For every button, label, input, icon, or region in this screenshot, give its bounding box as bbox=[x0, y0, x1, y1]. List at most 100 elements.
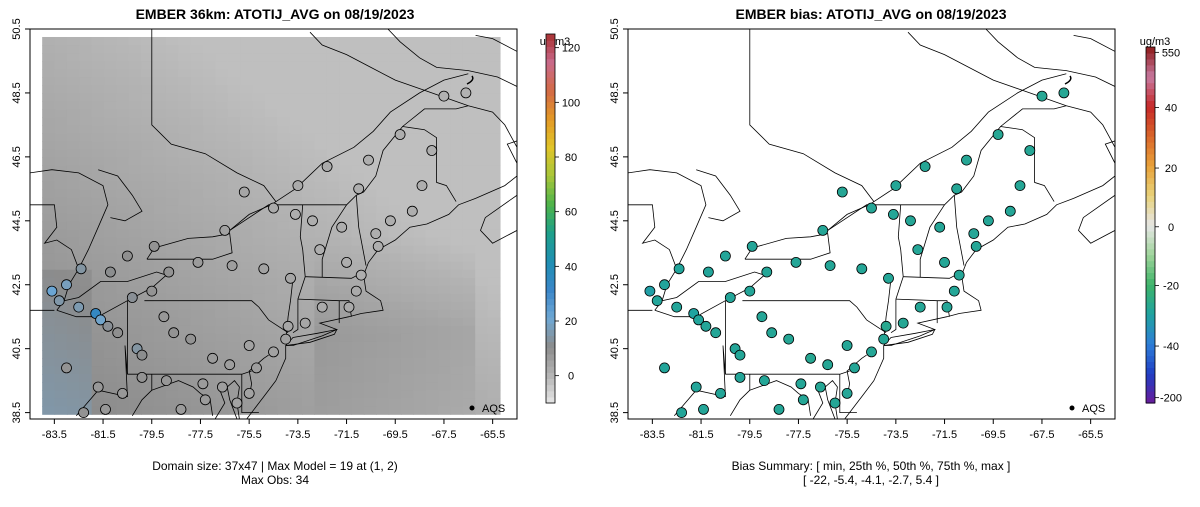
grid-cell bbox=[66, 293, 80, 303]
grid-cell bbox=[400, 229, 414, 239]
grid-cell bbox=[438, 333, 452, 343]
grid-cell bbox=[289, 117, 303, 126]
grid-cell bbox=[413, 69, 427, 78]
grid-cell bbox=[487, 229, 501, 239]
x-tick-label: -71.5 bbox=[334, 429, 359, 441]
obs-point bbox=[148, 240, 160, 252]
grid-cell bbox=[116, 382, 130, 391]
map-line bbox=[895, 276, 904, 300]
grid-cell bbox=[302, 358, 315, 367]
grid-cell bbox=[165, 358, 179, 367]
grid-cell bbox=[314, 390, 328, 399]
grid-cell bbox=[351, 317, 365, 327]
grid-cell bbox=[141, 213, 155, 223]
grid-cell bbox=[487, 125, 501, 134]
panel-title: EMBER bias: ATOTIJ_AVG on 08/19/2023 bbox=[735, 6, 1006, 22]
map-line bbox=[146, 233, 233, 260]
grid-cell bbox=[351, 45, 365, 54]
grid-cell bbox=[66, 309, 80, 319]
grid-cell bbox=[314, 398, 328, 407]
grid-cell bbox=[462, 317, 476, 327]
grid-cell bbox=[277, 77, 291, 86]
grid-cell bbox=[42, 229, 56, 239]
grid-cell bbox=[264, 181, 278, 191]
grid-cell bbox=[165, 293, 179, 303]
grid-cell bbox=[438, 61, 452, 70]
grid-cell bbox=[178, 85, 192, 94]
grid-cell bbox=[190, 398, 204, 407]
grid-cell bbox=[314, 358, 328, 367]
grid-cell bbox=[153, 269, 167, 279]
grid-cell bbox=[351, 229, 365, 239]
grid-cell bbox=[203, 141, 216, 150]
grid-cell bbox=[289, 165, 303, 175]
grid-cell bbox=[153, 390, 167, 399]
grid-cell bbox=[128, 53, 142, 62]
plot-frame bbox=[627, 28, 1116, 420]
grid-cell bbox=[400, 253, 414, 263]
obs-point bbox=[350, 285, 362, 297]
grid-cell bbox=[376, 77, 390, 86]
colorbar-segment bbox=[1146, 319, 1155, 327]
map-line bbox=[628, 204, 678, 269]
grid-cell bbox=[227, 205, 241, 215]
grid-cell bbox=[363, 141, 377, 150]
grid-cell bbox=[190, 149, 204, 158]
grid-cell bbox=[363, 317, 377, 327]
grid-cell bbox=[388, 398, 402, 407]
legend-label: AQS bbox=[1082, 403, 1105, 415]
grid-cell bbox=[425, 61, 439, 70]
grid-cell bbox=[178, 221, 192, 231]
grid-cell bbox=[79, 374, 93, 383]
grid-cell bbox=[252, 109, 266, 118]
grid-cell bbox=[376, 366, 390, 375]
grid-cell bbox=[326, 237, 340, 247]
grid-cell bbox=[388, 36, 402, 46]
grid-cell bbox=[252, 253, 266, 263]
grid-cell bbox=[475, 341, 489, 351]
grid-cell bbox=[116, 309, 130, 319]
grid-cell bbox=[277, 61, 291, 70]
colorbar-tick-label: -20 bbox=[1163, 281, 1179, 293]
grid-cell bbox=[227, 93, 241, 102]
legend-marker bbox=[469, 405, 475, 411]
grid-cell bbox=[128, 366, 142, 375]
grid-cell bbox=[438, 141, 452, 150]
colorbar-segment bbox=[546, 107, 555, 115]
grid-cell bbox=[227, 293, 241, 303]
obs-point bbox=[73, 301, 85, 313]
grid-cell bbox=[66, 149, 80, 158]
grid-cell bbox=[203, 213, 216, 223]
obs-point bbox=[970, 240, 982, 252]
x-tick-label: -69.5 bbox=[981, 429, 1006, 441]
grid-cell bbox=[363, 181, 377, 191]
grid-cell bbox=[178, 213, 192, 223]
grid-cell bbox=[462, 117, 476, 126]
grid-cell bbox=[165, 85, 179, 94]
grid-cell bbox=[314, 293, 328, 303]
obs-point bbox=[866, 346, 877, 358]
grid-cell bbox=[450, 317, 464, 327]
grid-cell bbox=[487, 45, 501, 54]
obs-point bbox=[100, 403, 111, 415]
grid-cell bbox=[277, 309, 291, 319]
grid-cell bbox=[252, 237, 266, 247]
grid-cell bbox=[277, 141, 291, 150]
grid-cell bbox=[277, 245, 291, 255]
map-line bbox=[744, 233, 831, 260]
grid-cell bbox=[178, 333, 192, 343]
obs-point bbox=[822, 359, 834, 371]
grid-cell bbox=[388, 293, 402, 303]
obs-point bbox=[355, 269, 367, 281]
grid-cell bbox=[104, 382, 118, 391]
grid-cell bbox=[314, 117, 328, 126]
grid-cell bbox=[104, 173, 118, 183]
grid-cell bbox=[116, 293, 130, 303]
grid-cell bbox=[165, 398, 179, 407]
grid-cell bbox=[91, 149, 105, 158]
colorbar-segment bbox=[1146, 385, 1155, 392]
grid-cell bbox=[54, 253, 68, 263]
grid-cell bbox=[450, 117, 464, 126]
grid-cell bbox=[66, 117, 80, 126]
grid-cell bbox=[165, 77, 179, 86]
